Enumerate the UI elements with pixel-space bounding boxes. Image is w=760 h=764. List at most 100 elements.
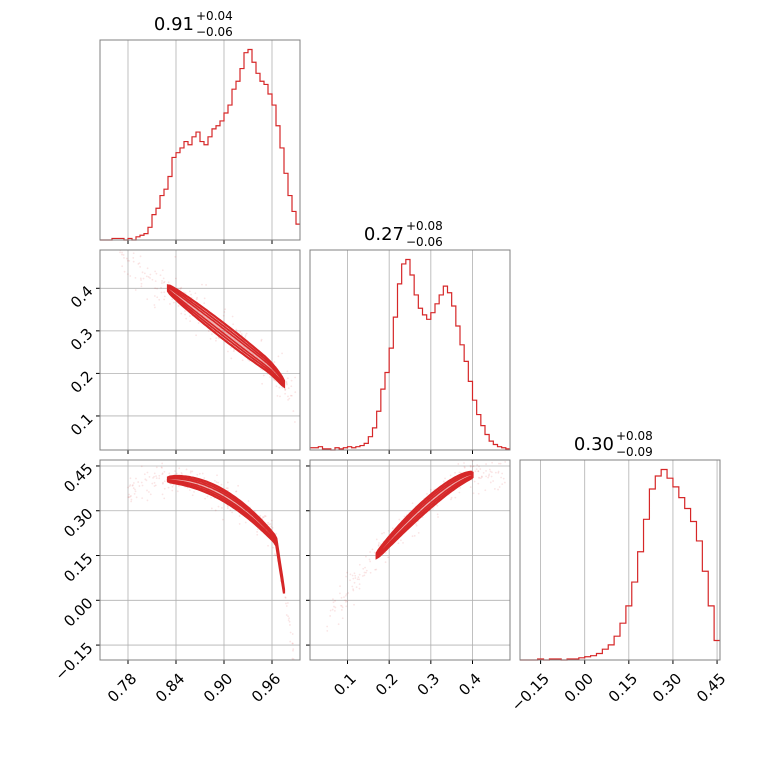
sample-point: [478, 493, 480, 495]
sample-point: [339, 592, 341, 594]
sample-point: [276, 385, 278, 387]
sample-point: [366, 570, 368, 572]
y-tick-label: 0.15: [60, 549, 96, 585]
sample-point: [154, 307, 156, 309]
scatter-p0-p2: [96, 454, 300, 677]
sample-point: [119, 251, 121, 253]
sample-point: [140, 255, 142, 257]
scatter-p1-p2: [306, 455, 510, 664]
sample-point: [218, 506, 220, 508]
sample-point: [383, 532, 385, 534]
sample-point: [164, 295, 166, 297]
sample-point: [369, 559, 371, 561]
sample-point: [284, 596, 286, 598]
sample-point: [263, 516, 265, 518]
sample-point: [256, 531, 258, 533]
sample-point: [178, 305, 180, 307]
sample-point: [156, 466, 158, 468]
sample-point: [173, 302, 175, 304]
sample-point: [477, 483, 479, 485]
sample-point: [189, 489, 191, 491]
sample-point: [129, 275, 131, 277]
sample-point: [334, 610, 336, 612]
sample-point: [287, 615, 289, 617]
y-tick-label: 0.30: [60, 505, 96, 541]
sample-point: [134, 489, 136, 491]
tick-labels: 0.78 0.84 0.90 0.96 0.1 0.2 0.3 0.4 −0.15 0.00 0.1…: [51, 282, 729, 715]
sample-point: [450, 498, 452, 500]
sample-point: [436, 505, 438, 507]
x-tick-label: 0.90: [200, 670, 236, 706]
sample-point: [472, 466, 474, 468]
sample-point: [437, 516, 439, 518]
sample-point: [454, 472, 456, 474]
sample-point: [151, 483, 153, 485]
sample-point: [146, 275, 148, 277]
sample-point: [288, 387, 290, 389]
x-tick-label: 0.45: [693, 670, 729, 706]
sample-point: [479, 477, 481, 479]
sample-point: [161, 280, 163, 282]
sample-point: [168, 487, 170, 489]
sample-point: [168, 472, 170, 474]
sample-point: [158, 299, 160, 301]
sample-point: [246, 333, 248, 335]
x-tick-label: 0.84: [152, 670, 188, 706]
sample-point: [426, 493, 428, 495]
sample-point: [227, 507, 229, 509]
sample-point: [146, 479, 148, 481]
sample-point: [140, 279, 142, 281]
sample-point: [345, 605, 347, 607]
sample-point: [223, 315, 225, 317]
sample-point: [210, 497, 212, 499]
sample-point: [126, 258, 128, 260]
sample-point: [292, 648, 294, 650]
sample-point: [191, 471, 193, 473]
sample-point: [199, 473, 201, 475]
sample-point: [290, 385, 292, 387]
sample-point: [154, 287, 156, 289]
sample-point: [144, 272, 146, 274]
sample-point: [265, 515, 267, 517]
sample-point: [288, 619, 290, 621]
sample-point: [164, 471, 166, 473]
sample-point: [155, 475, 157, 477]
sample-point: [215, 337, 217, 339]
sample-point: [239, 523, 241, 525]
sample-point: [494, 488, 496, 490]
sample-point: [227, 351, 229, 353]
sample-point: [470, 465, 472, 467]
sample-point: [156, 273, 158, 275]
sample-point: [135, 490, 137, 492]
sample-point: [286, 614, 288, 616]
sample-point: [497, 489, 499, 491]
sample-point: [164, 281, 166, 283]
sample-point: [204, 498, 206, 500]
sample-point: [148, 276, 150, 278]
sample-point: [154, 295, 156, 297]
sample-point: [275, 555, 277, 557]
sample-point: [326, 630, 328, 632]
sample-point: [186, 469, 188, 471]
sample-point: [290, 632, 292, 634]
sample-point: [248, 500, 250, 502]
sample-point: [357, 578, 359, 580]
panel-frame: [100, 250, 300, 450]
sample-point: [263, 375, 265, 377]
sample-point: [412, 502, 414, 504]
sample-point: [133, 244, 135, 246]
y-tick-label: 0.1: [67, 410, 97, 440]
sample-point: [245, 522, 247, 524]
sample-point: [147, 500, 149, 502]
sample-point: [333, 601, 335, 603]
sample-point: [227, 506, 229, 508]
sample-point: [288, 617, 290, 619]
sample-point: [483, 472, 485, 474]
panel-title: 0.91 +0.04−0.06: [154, 9, 233, 39]
sample-point: [340, 605, 342, 607]
sample-point: [329, 615, 331, 617]
sample-point: [277, 395, 279, 397]
sample-point: [174, 256, 176, 258]
panel-content: [100, 454, 300, 677]
y-tick-label: 0.00: [60, 594, 96, 630]
